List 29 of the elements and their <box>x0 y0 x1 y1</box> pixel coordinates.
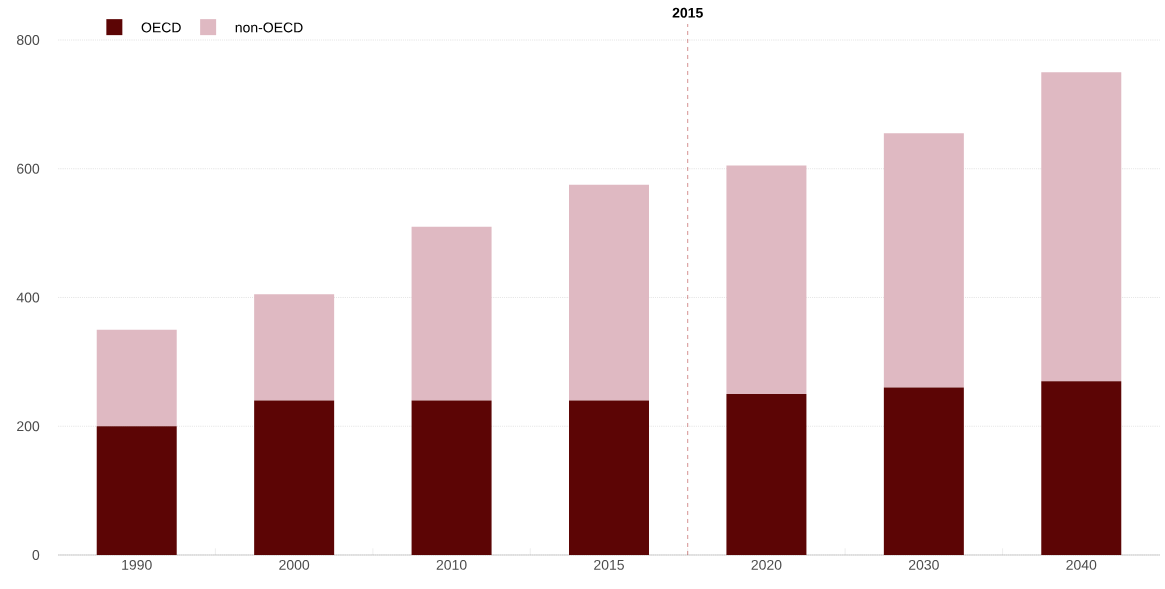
x-tick-label: 2010 <box>436 559 467 570</box>
y-tick-label: 200 <box>17 421 40 432</box>
bar <box>883 387 964 555</box>
y-tick-label: 400 <box>16 292 40 303</box>
x-tick-label: 2020 <box>751 559 782 570</box>
bar <box>411 226 492 401</box>
y-tick-label: 800 <box>16 35 40 45</box>
ref-line-label: 2015 <box>672 7 703 18</box>
bar <box>569 400 649 555</box>
bar <box>96 426 177 555</box>
bar <box>254 294 335 401</box>
x-tick-label: 2000 <box>279 559 310 570</box>
legend-label: OECD <box>141 22 181 33</box>
bar <box>726 165 807 395</box>
bar <box>411 400 492 555</box>
bar <box>96 329 177 427</box>
bar <box>1041 381 1122 555</box>
x-tick-label: 2040 <box>1066 559 1097 570</box>
bar <box>569 184 649 401</box>
y-tick-label: 0 <box>32 550 40 560</box>
x-tick-label: 2030 <box>908 559 939 570</box>
x-tick-label: 2015 <box>594 559 624 570</box>
x-tick-label: 1990 <box>122 559 152 570</box>
bar <box>883 133 964 388</box>
bar <box>726 394 807 555</box>
bar <box>1041 72 1122 382</box>
bar <box>254 400 335 555</box>
legend-label: non-OECD <box>235 22 303 33</box>
y-tick-label: 600 <box>17 163 40 174</box>
